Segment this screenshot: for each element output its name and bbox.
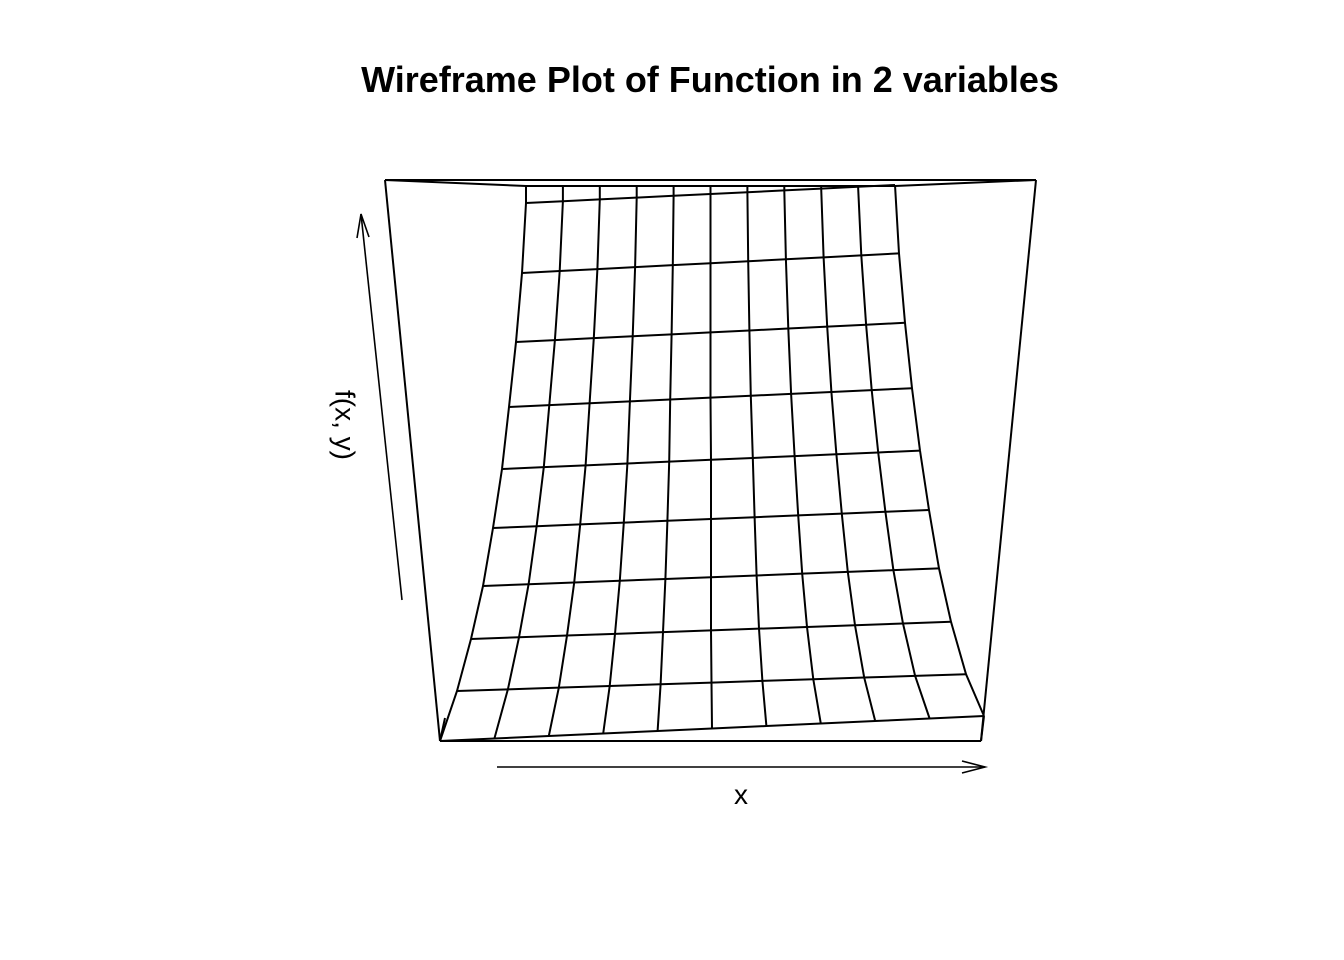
bounding-box <box>384 179 1037 742</box>
box-edge <box>980 715 985 742</box>
wire-column <box>709 186 713 729</box>
chart-title: Wireframe Plot of Function in 2 variable… <box>361 59 1059 100</box>
x-axis-arrow <box>497 760 989 774</box>
wire-column <box>493 186 564 739</box>
box-edge <box>384 179 527 187</box>
z-axis-label: f(x, y) <box>330 390 361 460</box>
box-edge <box>980 179 1037 742</box>
x-axis-label: x <box>734 779 748 810</box>
wire-column <box>656 186 675 732</box>
box-edge <box>894 179 1037 187</box>
wire-column <box>857 186 931 719</box>
wireframe-surface <box>439 184 985 742</box>
wire-column <box>746 186 768 727</box>
wire-column <box>783 186 822 724</box>
wire-column <box>820 186 877 722</box>
wire-column <box>602 186 638 734</box>
wire-column <box>439 186 527 742</box>
wire-column <box>894 184 985 717</box>
wire-column <box>547 186 601 737</box>
box-edge <box>384 179 441 742</box>
z-axis-arrow <box>356 213 403 601</box>
